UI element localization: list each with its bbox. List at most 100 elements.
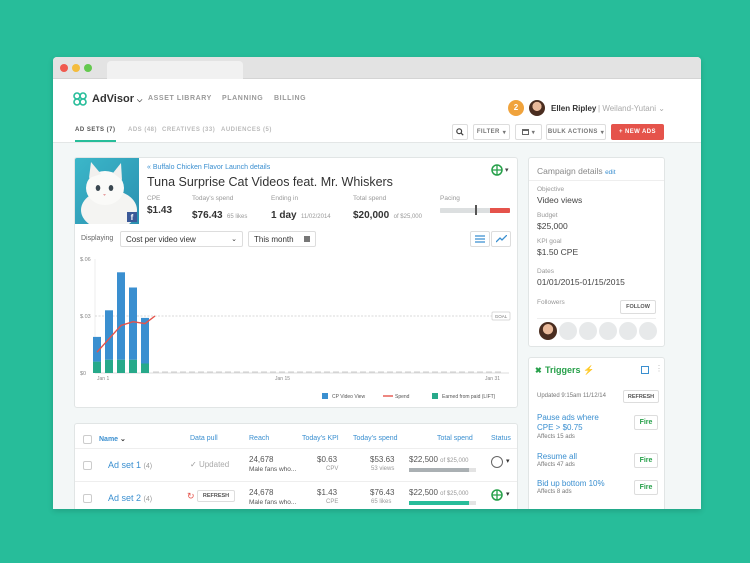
x-tick-label: Jan 31 [485, 376, 500, 382]
audience-link[interactable]: Male fans who... [249, 466, 297, 473]
dates-label: Dates [537, 268, 554, 275]
legend-label: CP Video View [332, 394, 365, 400]
tab-creatives[interactable]: CREATIVES (33) [162, 127, 216, 133]
budget-value: $25,000 [537, 221, 568, 231]
nav-planning[interactable]: PLANNING [222, 95, 264, 102]
header-total-spend[interactable]: Total spend [437, 435, 473, 442]
list-view-button[interactable] [470, 231, 490, 247]
table-row[interactable]: Ad set 1 (4) ✓ Updated 24,678 Male fans … [75, 448, 517, 481]
select-all-checkbox[interactable] [83, 435, 92, 444]
follower-avatar[interactable] [539, 322, 557, 340]
follow-button[interactable]: FOLLOW [620, 300, 656, 314]
ad-sets-table: Name ⌄ Data pull Reach Today's KPI Today… [74, 423, 518, 509]
ad-set-name[interactable]: Ad set 2 (4) [108, 493, 153, 503]
maximize-window-icon[interactable] [84, 64, 92, 72]
cp-video-view-bar [105, 310, 113, 360]
breadcrumb[interactable]: « Buffalo Chicken Flavor Launch details [147, 164, 271, 171]
spend-line [96, 315, 156, 353]
chevron-down-icon[interactable]: ▾ [506, 491, 510, 498]
follower-placeholder [599, 322, 617, 340]
total-spend-value: $22,500 of $25,000 [409, 488, 469, 497]
ending-label: Ending in [271, 195, 299, 202]
todays-spend-label: Today's spend [192, 195, 234, 202]
audience-link[interactable]: Male fans who... [249, 499, 297, 506]
ad-set-name[interactable]: Ad set 1 (4) [108, 460, 153, 470]
drag-handle-icon[interactable]: ⋮ [655, 364, 663, 373]
active-status-icon[interactable] [491, 489, 503, 501]
details-title: Campaign details edit [537, 166, 616, 176]
displaying-label: Displaying [81, 235, 114, 242]
calendar-button[interactable]: ▾ [515, 124, 542, 140]
browser-tab[interactable] [107, 61, 243, 79]
facebook-icon: f [127, 212, 137, 222]
user-avatar[interactable] [529, 100, 545, 116]
ending-in: 1 day 11/02/2014 [271, 210, 331, 221]
header-name[interactable]: Name ⌄ [99, 436, 126, 443]
nav-asset-library[interactable]: ASSET LIBRARY [148, 95, 212, 102]
tab-audiences[interactable]: AUDIENCES (5) [221, 127, 272, 133]
brand-name[interactable]: AdVisor ⌵ [92, 93, 143, 105]
spend-value: $53.63 [370, 455, 395, 464]
sub-nav: AD SETS (7) ADS (48) CREATIVES (33) AUDI… [53, 121, 701, 143]
refresh-button[interactable]: REFRESH [197, 490, 235, 502]
campaign-card: f « Buffalo Chicken Flavor Launch detail… [74, 157, 518, 408]
browser-chrome [53, 57, 701, 79]
header-todays-kpi[interactable]: Today's KPI [302, 435, 339, 442]
fire-button[interactable]: Fire [634, 480, 658, 495]
advisor-logo-icon [73, 92, 87, 106]
fire-button[interactable]: Fire [634, 453, 658, 468]
notification-badge[interactable]: 2 [508, 100, 524, 116]
close-window-icon[interactable] [60, 64, 68, 72]
triggers-updated: Updated 9:15am 11/12/14 [537, 393, 606, 399]
campaign-thumbnail[interactable]: f [75, 158, 139, 224]
trigger-title[interactable]: Pause ads where CPE > $0.75 [537, 413, 599, 432]
reach-value: 24,678 [249, 488, 274, 497]
user-name[interactable]: Ellen Ripley [551, 104, 597, 113]
bulk-actions-button[interactable]: BULK ACTIONS ▾ [546, 124, 606, 140]
cp-video-view-bar [141, 317, 149, 364]
pacing-marker [475, 205, 478, 215]
lift-bar [141, 363, 149, 373]
x-tick-label: Jan 1 [97, 376, 109, 382]
campaign-title: Tuna Surprise Cat Videos feat. Mr. Whisk… [147, 175, 393, 189]
row-checkbox[interactable] [83, 494, 92, 503]
scheduled-status-icon[interactable] [491, 456, 503, 468]
app: AdVisor ⌵ ASSET LIBRARY PLANNING BILLING… [53, 79, 701, 509]
triggers-refresh-button[interactable]: REFRESH [623, 390, 659, 403]
fire-button[interactable]: Fire [634, 415, 658, 430]
dates-value: 01/01/2015-01/15/2015 [537, 277, 625, 287]
nav-billing[interactable]: BILLING [274, 95, 307, 102]
header-reach[interactable]: Reach [249, 435, 270, 442]
filter-button[interactable]: FILTER ▾ [473, 124, 510, 140]
minimize-window-icon[interactable] [72, 64, 80, 72]
row-checkbox[interactable] [83, 461, 92, 470]
status-menu[interactable]: ▾ [491, 164, 509, 176]
tab-ads[interactable]: ADS (48) [128, 127, 158, 133]
search-button[interactable] [452, 124, 468, 140]
header-status[interactable]: Status [491, 435, 511, 442]
expand-icon[interactable] [641, 366, 649, 374]
cpe-label: CPE [147, 195, 161, 202]
trigger-affects: Affects 8 ads [537, 489, 572, 495]
trigger-title[interactable]: Resume all [537, 452, 578, 461]
new-ads-button[interactable]: + NEW ADS [611, 124, 664, 140]
user-org[interactable]: | Weiland-Yutani ⌄ [598, 104, 665, 113]
metric-select[interactable]: Cost per video view ⌄ [120, 231, 243, 247]
header-todays-spend[interactable]: Today's spend [353, 435, 398, 442]
header-data-pull[interactable]: Data pull [190, 435, 218, 442]
legend-swatch [322, 393, 328, 399]
trigger-title[interactable]: Bid up bottom 10% [537, 479, 605, 488]
table-row[interactable]: Ad set 2 (4) ↻ REFRESH 24,678 Male fans … [75, 481, 517, 509]
todays-spend: $76.43 65 likes [192, 210, 248, 221]
chart-view-button[interactable] [491, 231, 511, 247]
pacing-bar [440, 208, 510, 213]
chevron-down-icon[interactable]: ▾ [506, 458, 510, 465]
date-range-select[interactable]: This month [248, 231, 316, 247]
tab-ad-sets[interactable]: AD SETS (7) [75, 127, 116, 142]
close-icon[interactable]: ✖ [535, 366, 542, 375]
follower-placeholder [559, 322, 577, 340]
legend-label: Spend [395, 394, 410, 400]
triggers-card: ✖ Triggers ⚡ ⋮ Updated 9:15am 11/12/14 R… [528, 357, 665, 509]
edit-link[interactable]: edit [605, 169, 616, 176]
total-spend-label: Total spend [353, 195, 387, 202]
